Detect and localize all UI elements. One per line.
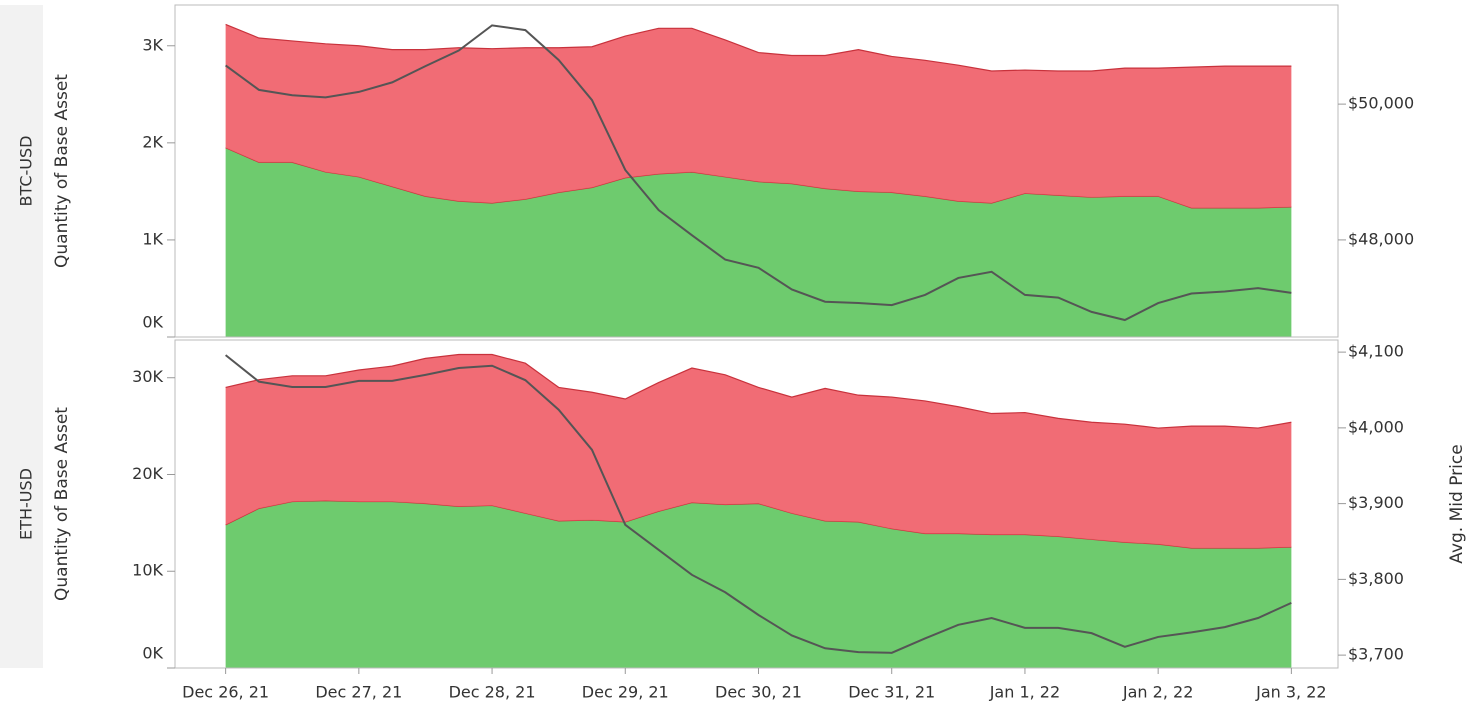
x-tick-label: Dec 26, 21 <box>182 683 269 702</box>
area <box>225 500 1292 668</box>
y-tick-label: 0K <box>142 644 163 663</box>
y-tick-label: 20K <box>132 464 163 483</box>
y-tick-label: 1K <box>142 229 163 248</box>
x-tick-label: Dec 31, 21 <box>848 683 935 702</box>
y2-tick-label: $4,100 <box>1348 342 1404 361</box>
area-edge <box>225 353 1292 429</box>
y2-tick-label: $3,900 <box>1348 493 1404 512</box>
price-line <box>225 354 1292 654</box>
y-tick-label: 0K <box>142 313 163 332</box>
y-tick-label: 2K <box>142 132 163 151</box>
y2-tick-label: $3,800 <box>1348 569 1404 588</box>
x-tick-label: Jan 3, 22 <box>1255 683 1326 702</box>
y-tick-label: 3K <box>142 35 163 54</box>
y2-tick-label: $4,000 <box>1348 417 1404 436</box>
x-tick-label: Dec 29, 21 <box>582 683 669 702</box>
y2-axis-label: Avg. Mid Price <box>1447 444 1467 563</box>
facet-label: BTC-USD <box>17 136 36 207</box>
area <box>225 354 1292 549</box>
facet-label: ETH-USD <box>17 468 36 540</box>
x-tick-label: Dec 27, 21 <box>315 683 402 702</box>
x-tick-label: Jan 2, 22 <box>1122 683 1193 702</box>
facet-strip <box>0 5 43 668</box>
area <box>225 147 1292 337</box>
y2-tick-label: $3,700 <box>1348 645 1404 664</box>
x-tick-label: Dec 28, 21 <box>449 683 536 702</box>
area-edge <box>225 23 1292 72</box>
y-tick-label: 30K <box>132 367 163 386</box>
panel-frame <box>174 4 1339 338</box>
x-tick-label: Jan 1, 22 <box>989 683 1060 702</box>
x-tick-label: Dec 30, 21 <box>715 683 802 702</box>
y-tick-label: 10K <box>132 561 163 580</box>
y-axis-label: Quantity of Base Asset <box>52 407 72 601</box>
price-line <box>225 24 1292 322</box>
y2-tick-label: $48,000 <box>1348 229 1414 248</box>
y2-tick-label: $50,000 <box>1348 94 1414 113</box>
y-axis-label: Quantity of Base Asset <box>52 74 72 268</box>
